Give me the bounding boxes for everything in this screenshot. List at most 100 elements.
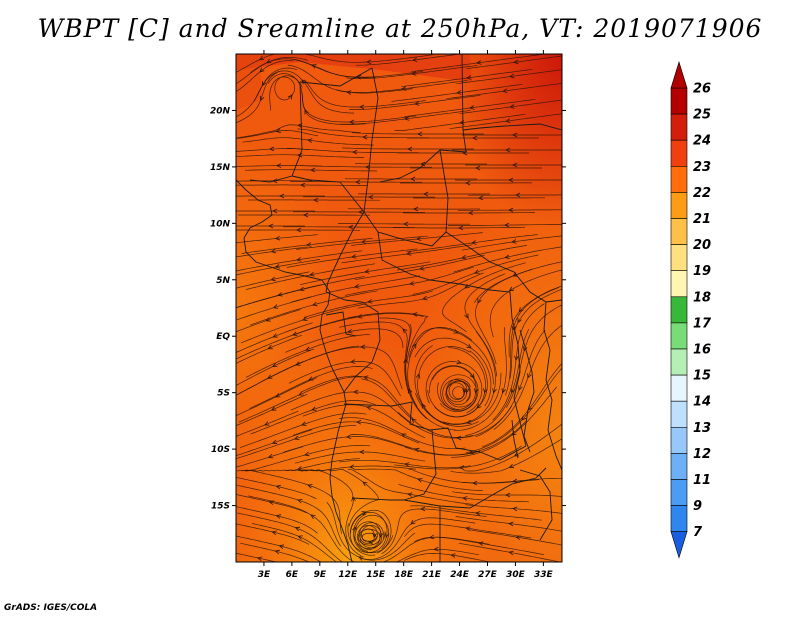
streamline-arrow xyxy=(352,149,358,155)
streamline-arrow xyxy=(270,248,277,254)
streamline-arrow xyxy=(411,71,417,76)
streamline-arrow xyxy=(297,466,303,471)
streamline xyxy=(463,423,562,472)
colorbar-segment xyxy=(670,505,688,533)
streamline xyxy=(508,285,562,358)
streamline-arrow xyxy=(265,317,271,322)
streamline-arrow xyxy=(271,530,277,536)
colorbar-segment xyxy=(670,296,688,324)
streamline-arrow xyxy=(517,318,522,324)
country-boundaries xyxy=(236,54,562,562)
streamline-arrow xyxy=(350,359,356,364)
streamline-arrow xyxy=(274,235,281,241)
streamline-arrow xyxy=(411,418,417,424)
colorbar-label: 7 xyxy=(693,525,703,540)
streamline xyxy=(236,429,313,457)
streamline-arrow xyxy=(259,95,265,102)
nigeria-cameroon-border xyxy=(325,211,365,293)
streamline-arrow xyxy=(271,362,278,368)
streamline-arrow xyxy=(459,465,465,470)
streamline xyxy=(236,552,278,562)
streamline-arrow xyxy=(303,212,309,218)
colorbar-label: 25 xyxy=(693,108,711,123)
streamline-arrow xyxy=(276,163,282,168)
streamline-arrow xyxy=(464,283,470,289)
streamline-arrow xyxy=(407,146,413,152)
lake-tanganyika xyxy=(511,419,519,459)
map-frame xyxy=(235,53,563,563)
lat-label: 5S xyxy=(217,389,230,399)
streamline-arrow xyxy=(509,73,515,79)
streamline-arrow xyxy=(419,266,425,271)
colorbar-label: 22 xyxy=(693,186,711,201)
streamline-arrow xyxy=(416,236,422,241)
streamline xyxy=(458,209,562,211)
colorbar-arrow-low xyxy=(670,531,688,559)
streamline-arrow xyxy=(275,484,281,490)
streamline-arrow xyxy=(513,59,519,65)
streamline-arrow xyxy=(464,313,469,319)
cameroon-congo-border xyxy=(325,291,379,313)
chart-title: WBPT [C] and Sreamline at 250hPa, VT: 20… xyxy=(37,14,763,43)
streamline xyxy=(446,83,562,100)
zimbabwe-border xyxy=(519,469,553,541)
streamline-arrow xyxy=(311,64,317,69)
streamline-arrow xyxy=(312,301,318,307)
libya-sudan-border xyxy=(379,149,441,183)
east-africa-border xyxy=(543,301,562,471)
grads-credit: GrADS: IGES/COLA xyxy=(4,603,98,613)
streamline-arrow xyxy=(360,344,366,350)
streamline-arrow xyxy=(296,257,302,262)
colorbar-segment xyxy=(670,218,688,245)
streamline-arrow xyxy=(527,373,532,379)
streamline-arrow xyxy=(349,464,355,469)
colorbar-label: 16 xyxy=(693,343,711,358)
streamline-arrow xyxy=(266,374,273,379)
streamline-arrow xyxy=(300,182,306,188)
streamline-arrow xyxy=(279,193,285,199)
streamline-arrow xyxy=(354,283,360,289)
streamline-arrow xyxy=(469,373,475,379)
streamline xyxy=(505,304,562,408)
streamline-arrow xyxy=(423,191,429,197)
streamline-arrow xyxy=(261,80,267,87)
niger-chad-border xyxy=(363,67,379,213)
streamline-arrow xyxy=(259,67,265,73)
streamline-arrow xyxy=(511,239,517,244)
streamline-arrow xyxy=(512,506,518,512)
streamline-arrow xyxy=(512,162,518,168)
streamline-arrow xyxy=(508,463,515,469)
streamline-arrow xyxy=(277,292,283,297)
streamline-arrow xyxy=(464,388,470,394)
colorbar-label: 18 xyxy=(693,290,711,305)
streamline-arrow xyxy=(411,343,417,349)
streamline-arrow xyxy=(513,452,520,457)
streamline-arrow xyxy=(274,264,281,269)
streamline-arrow xyxy=(483,388,488,394)
streamline-arrow xyxy=(367,299,373,304)
streamline-arrow xyxy=(469,105,475,110)
streamline-arrow xyxy=(459,120,465,125)
streamline xyxy=(236,154,364,158)
streamline-arrow xyxy=(511,430,517,436)
streamline xyxy=(452,491,562,497)
colorbar-segment xyxy=(670,426,688,454)
streamline xyxy=(236,259,321,276)
streamline-arrow xyxy=(297,535,303,540)
streamline xyxy=(493,324,562,430)
colorbar-label: 14 xyxy=(693,395,711,410)
streamline xyxy=(236,271,310,289)
streamline-arrow xyxy=(417,131,423,137)
vortex-ring xyxy=(446,380,471,406)
streamline-arrow xyxy=(301,79,307,85)
colorbar-label: 19 xyxy=(693,264,711,279)
streamline-arrow xyxy=(258,55,265,61)
streamline-arrow xyxy=(287,94,293,100)
streamline-arrow xyxy=(302,316,308,321)
drc-angola-border xyxy=(343,401,527,461)
streamline-arrow xyxy=(294,526,301,532)
streamline-arrow xyxy=(407,492,413,497)
streamline-arrow xyxy=(413,206,419,212)
map-axes: 3E 6E 9E 12E 15E 18E 21E 24E 27E 30E 33E 20N 15N 10N 5… xyxy=(210,50,566,580)
streamline-arrow xyxy=(268,146,275,152)
